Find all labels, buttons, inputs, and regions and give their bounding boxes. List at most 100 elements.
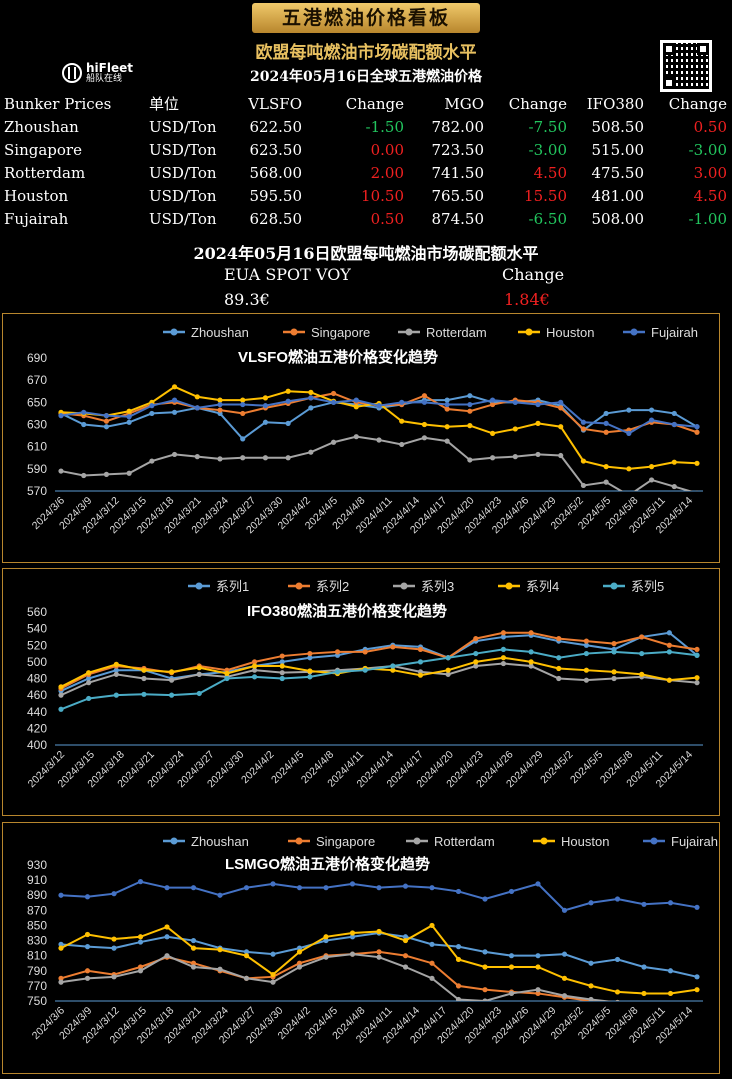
vlsfo-cell: 623.50 [249,140,303,159]
legend-item-3[interactable]: 系列4 [498,579,559,594]
data-point [251,674,258,680]
data-point [149,410,155,417]
data-point [671,459,677,465]
legend-marker [170,837,178,845]
data-point [376,437,382,443]
data-point [240,410,246,417]
data-point [626,430,632,436]
legend-label: 系列1 [216,579,249,594]
board-title: 五港燃油价格看板 [281,7,450,29]
data-point [279,675,285,682]
data-point [58,706,64,712]
data-point [141,667,147,673]
data-point [639,671,645,677]
legend-marker [295,837,303,845]
data-point [307,668,313,674]
eua-change: 1.84€ [504,290,550,309]
mgo-chg-cell: 4.50 [533,163,567,182]
data-point [279,659,285,665]
legend-item-2[interactable]: Rotterdam [398,325,487,340]
data-point [334,669,341,675]
data-point [349,881,356,887]
data-point [444,406,450,412]
data-point [84,894,91,900]
legend-item-1[interactable]: Singapore [283,325,370,340]
port-name: Singapore [4,140,82,159]
legend-item-0[interactable]: 系列1 [188,579,249,594]
data-point [323,954,329,960]
legend-item-4[interactable]: 系列5 [603,579,664,594]
legend-marker [170,328,178,336]
mgo-chg-cell: -7.50 [528,117,567,136]
data-point [402,937,409,944]
legend-marker [630,328,638,336]
legend-label: Rotterdam [426,325,487,340]
data-point [667,900,674,906]
ifo-cell: 515.00 [591,140,645,159]
data-point [171,451,178,458]
data-point [376,949,382,955]
ifo-chg-cell: -3.00 [688,140,727,159]
legend-label: 系列5 [631,579,664,594]
unit: USD/Ton [149,117,217,136]
data-point [556,636,562,642]
data-point [611,640,617,647]
y-tick-label: 630 [27,418,47,432]
data-point [217,397,223,403]
legend-item-0[interactable]: Zhoushan [163,325,249,340]
legend-item-1[interactable]: 系列2 [288,579,349,594]
legend-item-2[interactable]: Rotterdam [406,834,495,849]
vlsfo-chg-cell: -1.50 [365,117,404,136]
y-tick-label: 570 [27,484,47,498]
logo-sub: 船队在线 [86,74,123,84]
legend-item-3[interactable]: Houston [533,834,609,849]
series-3 [58,384,700,472]
data-point [137,934,144,940]
board-title-banner: 五港燃油价格看板 [252,3,480,33]
data-point [467,423,473,429]
unit: USD/Ton [149,186,217,205]
qr-code-icon[interactable] [660,40,712,92]
mgo-cell: 741.50 [431,163,485,182]
data-point [270,951,276,957]
data-point [614,896,621,902]
legend-item-3[interactable]: Houston [518,325,594,340]
data-point [399,418,405,424]
legend-item-4[interactable]: Fujairah [643,834,718,849]
data-point [149,458,155,464]
data-point [243,953,250,959]
price-row: Fujairah USD/Ton 628.50 0.50 874.50 -6.50 508.… [0,207,727,230]
data-point [376,954,382,960]
data-point [603,464,609,470]
y-tick-label: 520 [27,638,47,652]
series-4 [58,879,700,913]
data-point [113,671,119,677]
legend-marker [195,582,203,590]
data-point [217,401,223,408]
legend-item-0[interactable]: Zhoushan [163,834,249,849]
data-point [648,417,655,423]
y-tick-label: 590 [27,462,47,476]
data-point [402,964,409,970]
legend-item-1[interactable]: Singapore [288,834,375,849]
data-point [169,692,175,698]
legend-item-2[interactable]: 系列3 [393,579,454,594]
data-point [399,441,405,448]
data-point [603,429,609,435]
vlsfo-chg-cell: 2.00 [370,163,404,182]
data-point [489,455,496,461]
data-point [308,395,314,401]
data-point [535,953,541,959]
data-point [307,650,313,657]
data-point [489,401,496,408]
data-point [588,900,594,906]
legend-item-4[interactable]: Fujairah [623,325,698,340]
data-point [126,419,132,425]
legend-marker [413,837,421,845]
data-point [508,964,515,970]
data-point [190,937,197,944]
data-point [111,936,117,942]
legend-marker [295,582,303,590]
data-point [603,410,609,417]
data-point [528,649,534,655]
